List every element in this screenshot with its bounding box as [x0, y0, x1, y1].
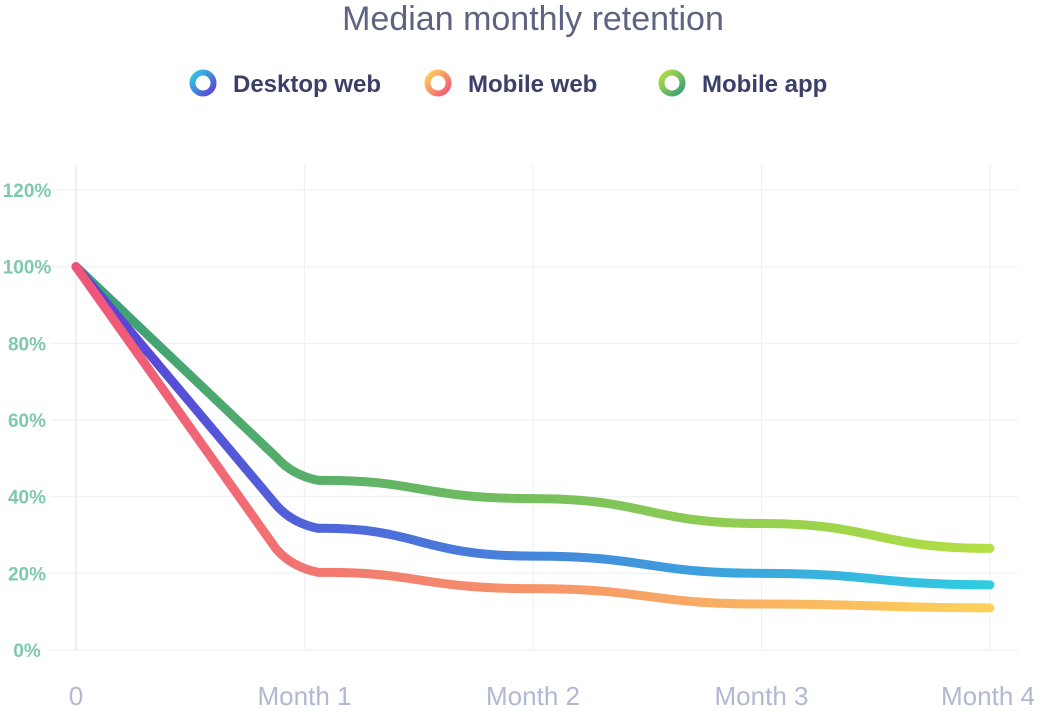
chart-title: Median monthly retention [342, 0, 724, 38]
legend-marker [189, 69, 217, 97]
x-axis-ticks: 0 Month 1 Month 2 Month 3 Month 4 [69, 681, 1035, 710]
legend-marker [658, 69, 686, 97]
legend-item-mobile-app[interactable]: Mobile app [658, 69, 828, 98]
y-tick-label: 60% [8, 411, 46, 432]
legend-label: Mobile app [702, 71, 827, 98]
grid [50, 165, 1018, 651]
y-tick-label: 100% [3, 258, 52, 279]
y-tick-label: 120% [3, 181, 52, 202]
x-tick-label: Month 3 [715, 681, 809, 710]
y-tick-label: 80% [8, 334, 46, 355]
legend: Desktop web Mobile web Mobile app [189, 69, 828, 98]
legend-label: Mobile web [468, 71, 597, 98]
x-tick-label: 0 [69, 681, 83, 710]
y-tick-label: 20% [8, 564, 46, 585]
series-line-desktop-web [71, 262, 995, 590]
legend-marker [424, 69, 452, 97]
legend-label: Desktop web [233, 71, 381, 98]
y-tick-label: 0% [13, 641, 41, 662]
x-tick-label: Month 4 [941, 681, 1035, 710]
legend-item-desktop-web[interactable]: Desktop web [189, 69, 382, 98]
y-tick-label: 40% [8, 488, 46, 509]
series-line-mobile-app [71, 262, 995, 553]
series-lines [71, 262, 995, 613]
series-line-mobile-web [71, 262, 995, 613]
y-axis-ticks: 0% 20% 40% 60% 80% 100% 120% [3, 181, 52, 662]
x-tick-label: Month 2 [486, 681, 580, 710]
legend-item-mobile-web[interactable]: Mobile web [424, 69, 598, 98]
x-tick-label: Month 1 [258, 681, 352, 710]
